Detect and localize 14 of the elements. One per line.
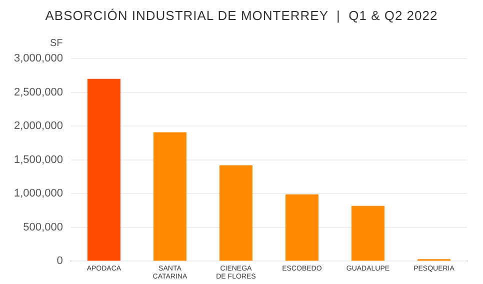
y-tick-label: 2,000,000	[14, 120, 63, 132]
chart-title: ABSORCIÓN INDUSTRIAL DE MONTERREY | Q1 & Q2 2022	[44, 8, 439, 23]
y-tick-label: 2,500,000	[14, 86, 63, 98]
y-tick-label: 3,000,000	[14, 52, 63, 65]
y-tick-label: 1,500,000	[14, 154, 63, 166]
bar	[351, 206, 384, 261]
bar	[87, 78, 120, 261]
bar	[219, 165, 252, 261]
y-axis-title: SF	[50, 38, 63, 49]
bar	[153, 132, 186, 261]
bar	[285, 194, 318, 261]
y-tick-label: 500,000	[23, 221, 63, 234]
y-tick-label: 1,000,000	[14, 188, 63, 200]
y-tick-label: 0	[56, 255, 63, 268]
